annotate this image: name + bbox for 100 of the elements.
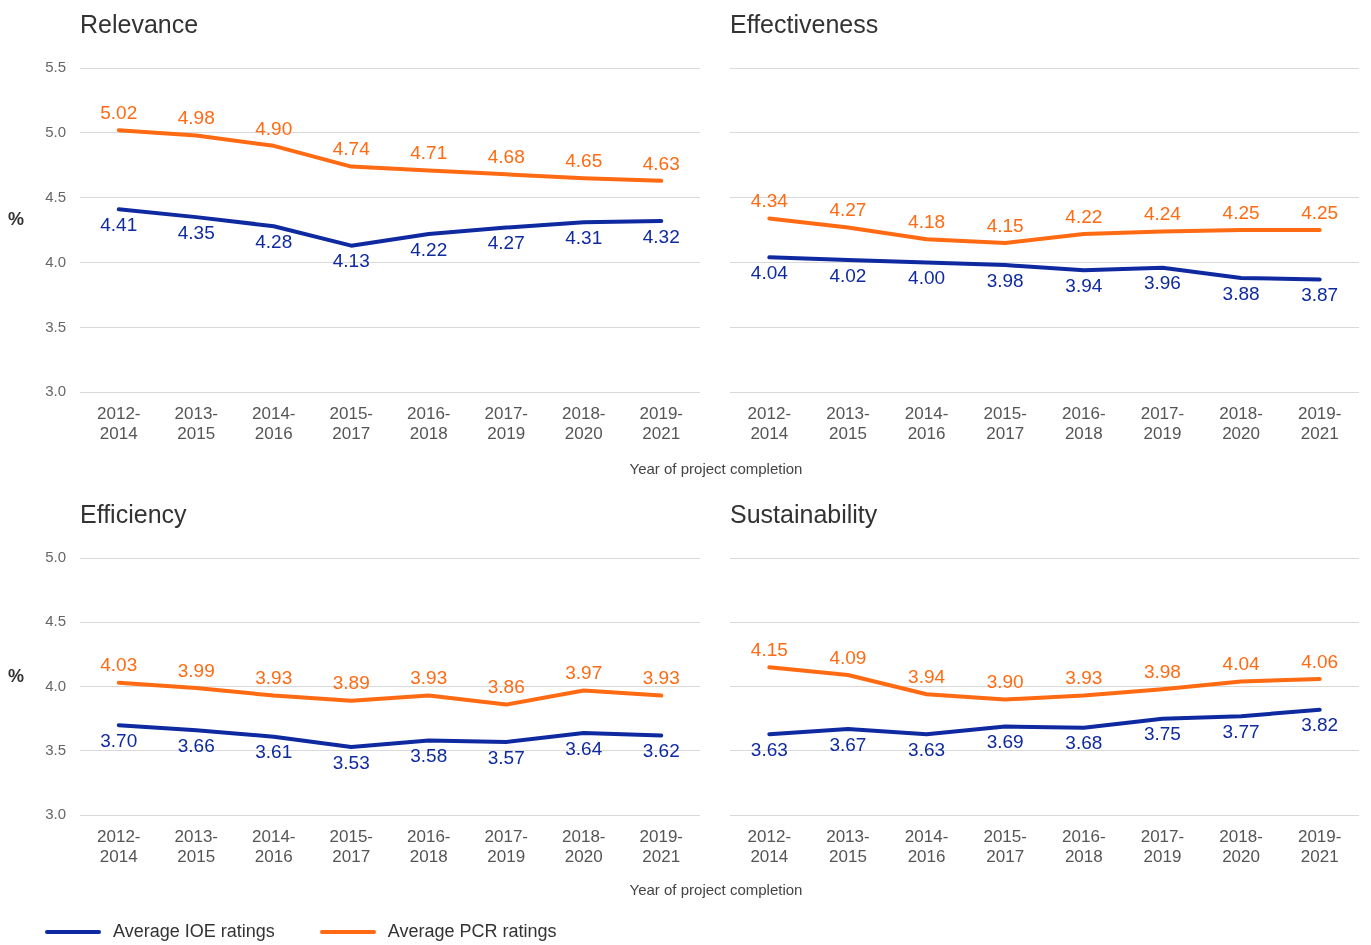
data-label: 4.32 xyxy=(642,225,680,247)
data-label: 3.61 xyxy=(255,741,293,763)
data-label: 3.88 xyxy=(1222,282,1260,304)
data-label: 4.04 xyxy=(750,262,789,284)
data-label: 5.02 xyxy=(100,101,138,123)
chart-title: Relevance xyxy=(80,10,199,39)
data-label: 4.68 xyxy=(487,146,525,168)
x-tick-label: 2015-2017 xyxy=(329,827,373,867)
y-tick-label: 5.0 xyxy=(45,548,66,566)
y-tick-label: 3.5 xyxy=(45,317,66,335)
data-label: 3.62 xyxy=(642,740,680,762)
y-axis-title: % xyxy=(8,209,25,230)
data-label: 4.24 xyxy=(1143,203,1182,225)
data-label: 3.96 xyxy=(1143,272,1181,294)
legend-label: Average PCR ratings xyxy=(387,921,557,942)
chart-title: Effectiveness xyxy=(730,10,879,39)
data-label: 3.98 xyxy=(986,269,1024,291)
data-label: 3.94 xyxy=(908,666,946,688)
data-label: 3.67 xyxy=(829,733,867,755)
y-tick-label: 5.5 xyxy=(45,58,66,76)
data-label: 3.68 xyxy=(1065,732,1103,754)
data-label: 4.02 xyxy=(829,264,867,286)
x-tick-label: 2014-2016 xyxy=(904,827,949,867)
data-label: 4.65 xyxy=(565,149,603,171)
data-label: 3.86 xyxy=(487,676,525,698)
x-tick-label: 2019-2021 xyxy=(1297,827,1342,867)
x-tick-label: 2013-2015 xyxy=(826,404,870,444)
data-label: 4.63 xyxy=(642,152,680,174)
data-label: 4.03 xyxy=(100,654,138,676)
chart-title: Efficiency xyxy=(80,500,187,529)
data-label: 4.25 xyxy=(1222,201,1260,223)
y-tick-label: 4.0 xyxy=(45,676,66,694)
data-label: 4.18 xyxy=(908,210,946,232)
x-tick-label: 2012-2014 xyxy=(747,404,792,444)
legend-label: Average IOE ratings xyxy=(113,921,275,942)
y-tick-label: 3.5 xyxy=(45,741,66,759)
data-label: 4.22 xyxy=(410,238,448,260)
x-tick-label: 2014-2016 xyxy=(252,827,296,867)
y-tick-label: 4.5 xyxy=(45,612,66,630)
data-label: 4.25 xyxy=(1301,201,1339,223)
x-tick-label: 2016-2018 xyxy=(1062,827,1106,867)
data-label: 4.27 xyxy=(487,232,525,254)
data-label: 3.93 xyxy=(255,667,293,689)
data-label: 4.98 xyxy=(177,107,215,129)
x-tick-label: 2018-2020 xyxy=(562,827,606,867)
data-label: 3.94 xyxy=(1065,275,1103,297)
data-label: 3.70 xyxy=(100,729,138,751)
x-tick-label: 2018-2020 xyxy=(562,404,606,444)
data-label: 4.71 xyxy=(410,142,448,164)
x-axis-title: Year of project completion xyxy=(629,881,803,898)
x-tick-label: 2013-2015 xyxy=(174,827,218,867)
data-label: 3.87 xyxy=(1301,284,1339,306)
x-tick-label: 2015-2017 xyxy=(329,404,373,444)
x-tick-label: 2019-2021 xyxy=(1297,404,1342,444)
data-label: 3.75 xyxy=(1143,723,1181,745)
y-tick-label: 4.5 xyxy=(45,187,66,205)
data-label: 4.13 xyxy=(332,250,370,272)
data-label: 3.93 xyxy=(410,667,448,689)
x-tick-label: 2012-2014 xyxy=(747,827,792,867)
data-label: 3.93 xyxy=(1065,667,1103,689)
data-label: 4.04 xyxy=(1222,653,1260,675)
x-tick-label: 2018-2020 xyxy=(1219,827,1263,867)
x-tick-label: 2015-2017 xyxy=(983,827,1027,867)
data-label: 3.63 xyxy=(908,738,946,760)
data-label: 3.63 xyxy=(750,738,788,760)
data-label: 3.97 xyxy=(565,662,603,684)
x-tick-label: 2018-2020 xyxy=(1219,404,1263,444)
data-label: 4.15 xyxy=(750,639,788,661)
x-tick-label: 2013-2015 xyxy=(174,404,218,444)
data-label: 3.90 xyxy=(986,671,1024,693)
data-label: 4.06 xyxy=(1301,650,1339,672)
x-tick-label: 2016-2018 xyxy=(407,827,451,867)
x-tick-label: 2017-2019 xyxy=(1140,827,1185,867)
data-label: 4.41 xyxy=(100,214,138,236)
data-label: 3.64 xyxy=(565,737,603,759)
y-tick-label: 3.0 xyxy=(45,805,66,823)
x-tick-label: 2016-2018 xyxy=(407,404,451,444)
data-label: 4.15 xyxy=(986,214,1024,236)
x-tick-label: 2012-2014 xyxy=(97,827,141,867)
x-tick-label: 2015-2017 xyxy=(983,404,1027,444)
y-tick-label: 3.0 xyxy=(45,382,66,400)
x-tick-label: 2012-2014 xyxy=(97,404,141,444)
data-label: 3.58 xyxy=(410,745,448,767)
data-label: 4.34 xyxy=(750,190,789,212)
x-tick-label: 2013-2015 xyxy=(826,827,870,867)
x-tick-label: 2019-2021 xyxy=(639,404,683,444)
data-label: 3.98 xyxy=(1143,660,1181,682)
data-label: 4.09 xyxy=(829,646,867,668)
chart-title: Sustainability xyxy=(730,500,878,529)
data-label: 3.89 xyxy=(332,672,370,694)
data-label: 4.31 xyxy=(565,227,603,249)
data-label: 4.74 xyxy=(332,138,371,160)
x-tick-label: 2016-2018 xyxy=(1062,404,1106,444)
data-label: 3.57 xyxy=(487,746,525,768)
x-tick-label: 2014-2016 xyxy=(904,404,949,444)
y-tick-label: 5.0 xyxy=(45,122,66,140)
data-label: 3.77 xyxy=(1222,720,1260,742)
data-label: 4.35 xyxy=(177,221,215,243)
data-label: 3.66 xyxy=(177,735,215,757)
y-axis-title: % xyxy=(8,665,25,686)
